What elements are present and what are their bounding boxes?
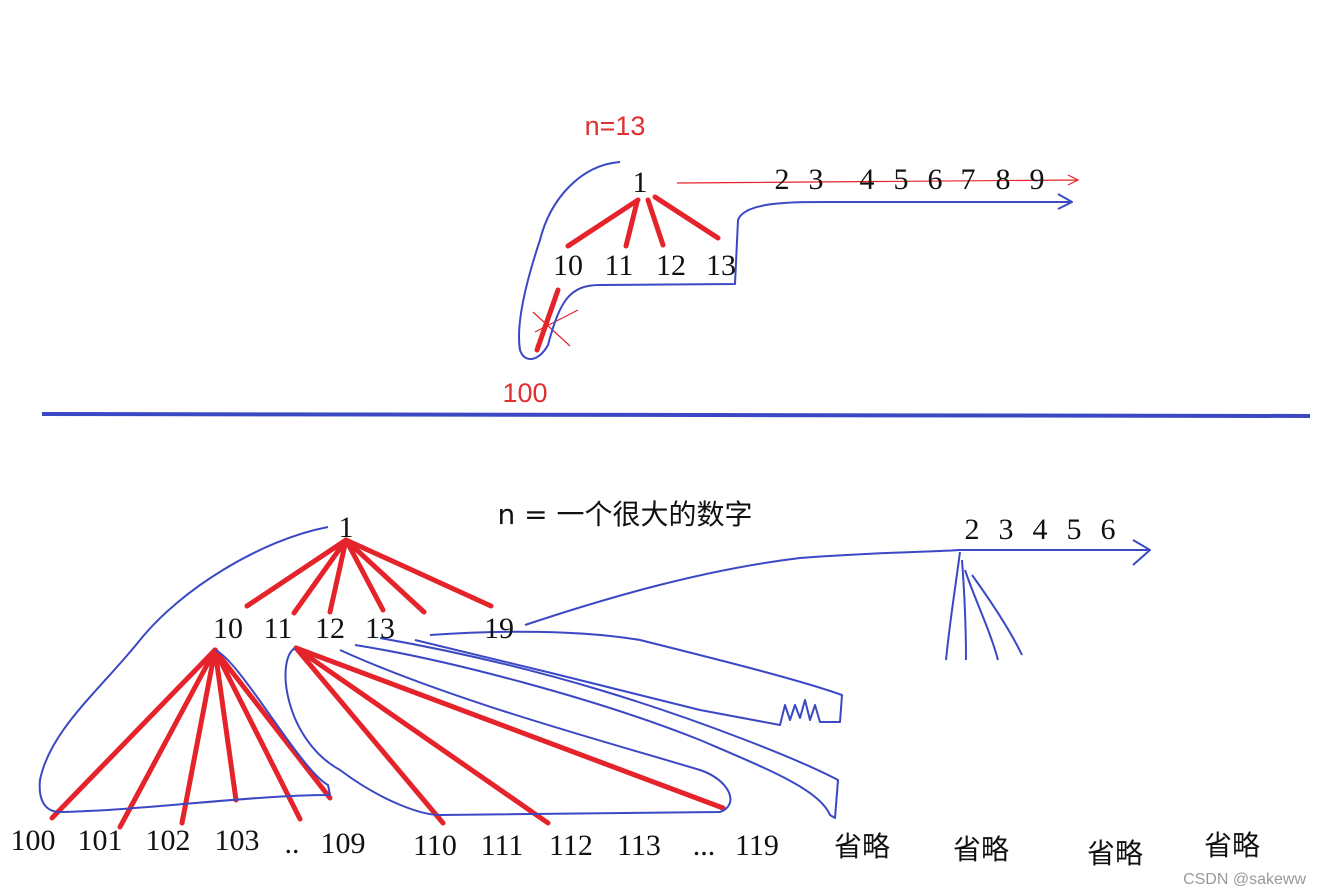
- sibling: 3: [809, 163, 824, 196]
- sibling: 9: [1030, 163, 1045, 196]
- sibling: 4: [860, 163, 875, 196]
- sibling: 6: [1101, 513, 1116, 546]
- watermark: CSDN @sakeww: [1183, 871, 1306, 888]
- child: 10: [213, 612, 243, 645]
- omitted: 省略: [953, 833, 1009, 866]
- n-label: n=13: [585, 111, 646, 141]
- sibling: 5: [894, 163, 909, 196]
- child: 13: [365, 612, 395, 645]
- child: 13: [706, 249, 736, 282]
- leaf: 112: [549, 829, 593, 862]
- leaf: 100: [11, 824, 56, 857]
- drawing: [38, 161, 1311, 830]
- leaf: 113: [617, 829, 661, 862]
- leaf: 103: [215, 824, 260, 857]
- sibling: 4: [1033, 513, 1048, 546]
- leaf: 109: [321, 827, 366, 860]
- child: 12: [315, 612, 345, 645]
- leaf: ..: [285, 827, 300, 860]
- leaf: 101: [78, 824, 123, 857]
- leaf: 110: [413, 829, 457, 862]
- root: 1: [339, 511, 354, 544]
- child: 11: [264, 612, 293, 645]
- sibling: 2: [965, 513, 980, 546]
- child: 10: [553, 249, 583, 282]
- omitted: 省略: [834, 830, 890, 863]
- sibling: 6: [928, 163, 943, 196]
- sibling: 2: [775, 163, 790, 196]
- child: 19: [484, 612, 514, 645]
- sibling: 5: [1067, 513, 1082, 546]
- leaf: 119: [735, 829, 779, 862]
- n-label: n = 一个很大的数字: [497, 498, 752, 531]
- root: 1: [633, 166, 648, 199]
- child: 11: [605, 249, 634, 282]
- sibling: 3: [999, 513, 1014, 546]
- leaf: 102: [146, 824, 191, 857]
- grandchild: 100: [502, 378, 547, 408]
- child: 12: [656, 249, 686, 282]
- sibling: 7: [961, 163, 976, 196]
- leaf: 111: [481, 829, 524, 862]
- leaf: ...: [693, 829, 716, 862]
- omitted: 省略: [1204, 829, 1260, 862]
- sibling: 8: [996, 163, 1011, 196]
- omitted: 省略: [1087, 837, 1143, 870]
